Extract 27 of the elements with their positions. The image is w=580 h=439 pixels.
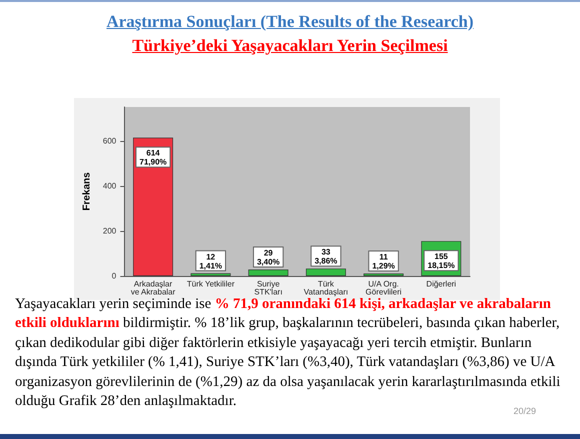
data-label: 29 3,40% [256,248,280,266]
bar [190,273,231,276]
data-label: 614 71,90% [139,148,167,167]
y-axis-title: Frekans [82,172,92,211]
x-tick-label: Suriye STK'ları [254,280,282,296]
x-tick-label: Türk Vatandaşları [304,280,348,296]
x-tick-label: Diğerleri [426,280,456,288]
data-label: 155 18,15% [428,252,455,270]
x-tick-label: Türk Yetkililer [186,280,235,288]
y-tick-label: 0 [112,272,117,280]
data-label: 11 1,29% [372,252,395,271]
y-tick-label: 200 [102,226,117,236]
data-label: 12 1,41% [199,252,222,270]
y-tick-label: 600 [102,136,117,146]
text: etkili olduklarını [15,314,120,334]
data-label: 33 3,86% [314,248,338,266]
x-tick-label: Arkadaşlar ve Akrabalar [130,280,176,296]
bar [306,268,346,276]
y-tick-label: 400 [102,181,117,190]
chart-title: Araştırma Sonuçları (The Results of the Research) [105,11,475,33]
text: % 71,9 oranındaki 614 kişi, arkadaşlar ve akrabaların [214,296,551,314]
text: Yaşayacakları yerin seçiminde ise [15,295,212,314]
bar [248,269,288,276]
x-tick-label: U/A Org. Görevlileri [366,280,402,296]
text: 20/29 [512,406,536,416]
chart-subtitle: Türkiye’deki Yaşayacakları Yerin Seçilmesi [131,35,449,57]
text: bildirmiştir. % 18’lik grup, başkalarının tecrübeleri, basında çıkan haberler, [122,314,560,334]
